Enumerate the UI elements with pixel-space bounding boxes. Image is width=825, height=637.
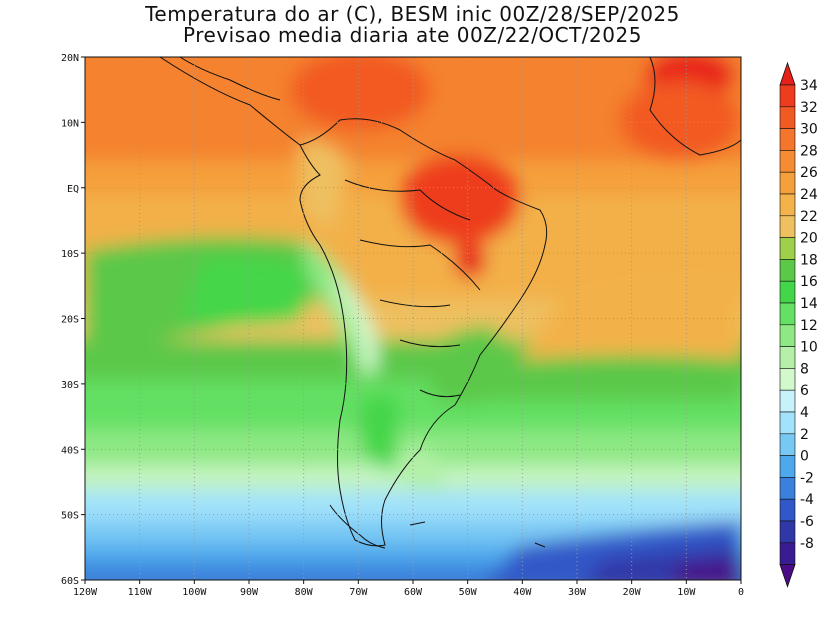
lon-tick-label: 90W	[240, 587, 259, 598]
colorbar-segment	[779, 455, 796, 478]
lon-tick-label: 110W	[128, 587, 153, 598]
colorbar-segment	[779, 193, 796, 217]
colorbar-label: -2	[800, 470, 814, 486]
colorbar-label: 24	[800, 187, 818, 203]
lon-tick-label: 50W	[459, 587, 478, 598]
lon-tick-label: 20W	[623, 587, 642, 598]
colorbar-top-arrow	[779, 61, 796, 86]
colorbar-label: 28	[800, 143, 818, 159]
lon-tick-label: 60W	[404, 587, 423, 598]
colorbar-segment	[779, 520, 796, 544]
colorbar-segment	[779, 237, 796, 260]
colorbar-segment	[779, 150, 796, 173]
colorbar-label: 6	[800, 383, 809, 399]
latitude-axis: 20N 10N EQ 10S 20S 30S 40S 50S 60S	[61, 53, 85, 587]
colorbar-label: 14	[800, 296, 818, 312]
colorbar-label: 16	[800, 274, 818, 290]
colorbar-label: 30	[800, 122, 818, 138]
colorbar-label: 32	[800, 100, 818, 116]
lat-tick-label: 30S	[61, 380, 79, 391]
colorbar-segment	[779, 280, 796, 304]
lon-tick-label: 10W	[677, 587, 696, 598]
colorbar-label: 10	[800, 340, 818, 356]
lon-tick-label: 100W	[182, 587, 207, 598]
colorbar-segment	[779, 215, 796, 238]
lon-tick-label: 40W	[513, 587, 532, 598]
colorbar-segment	[779, 106, 796, 129]
colorbar-segment	[779, 259, 796, 282]
colorbar-label: 4	[800, 405, 809, 421]
colorbar-label: 0	[800, 449, 809, 465]
lon-tick-label: 0	[738, 587, 744, 598]
lat-tick-label: 40S	[61, 445, 79, 456]
colorbar-label: -4	[800, 492, 814, 508]
lat-tick-label: 10N	[61, 118, 79, 129]
lat-tick-label: 10S	[61, 249, 79, 260]
colorbar-bottom-arrow	[779, 564, 796, 588]
longitude-axis: 120W 110W 100W 90W 80W 70W 60W 50W 40W 30W 20W 10W 0	[73, 580, 744, 598]
lat-tick-label: 60S	[61, 576, 79, 587]
colorbar-label: 34	[800, 78, 818, 94]
colorbar-label: 20	[800, 231, 818, 247]
lat-tick-label: EQ	[67, 184, 79, 195]
temperature-field	[85, 57, 741, 580]
colorbar-segment	[779, 433, 796, 456]
lat-tick-label: 50S	[61, 511, 79, 522]
gridlines	[85, 57, 741, 580]
lon-tick-label: 80W	[295, 587, 314, 598]
colorbar-label: -6	[800, 514, 814, 530]
lat-tick-label: 20S	[61, 315, 79, 326]
colorbar-segment	[779, 128, 796, 151]
colorbar-segment	[779, 498, 796, 522]
colorbar-label: 8	[800, 361, 809, 377]
colorbar-segment	[779, 542, 796, 565]
colorbar-label: 2	[800, 427, 809, 443]
colorbar-label: 22	[800, 209, 818, 225]
colorbar-label: -8	[800, 536, 814, 552]
colorbar-label: 18	[800, 252, 818, 268]
coastlines	[159, 57, 741, 549]
colorbar-segment	[779, 171, 796, 195]
colorbar-segment	[779, 477, 796, 500]
colorbar-segment	[779, 389, 796, 413]
colorbar-segment	[779, 324, 796, 347]
colorbar-segment	[779, 346, 796, 369]
colorbar-segment	[779, 368, 796, 391]
lon-tick-label: 120W	[73, 587, 98, 598]
colorbar-label: 12	[800, 318, 818, 334]
colorbar-segment	[779, 302, 796, 326]
colorbar-segment	[779, 411, 796, 435]
lon-tick-label: 30W	[568, 587, 587, 598]
map-title-line-1: Temperatura do ar (C), BESM inic 00Z/28/…	[145, 2, 680, 26]
colorbar-segment	[779, 84, 796, 108]
lat-tick-label: 20N	[61, 53, 79, 64]
colorbar-label: 26	[800, 165, 818, 181]
lon-tick-label: 70W	[349, 587, 368, 598]
map-title-line-2: Previsao media diaria ate 00Z/22/OCT/202…	[183, 23, 642, 47]
